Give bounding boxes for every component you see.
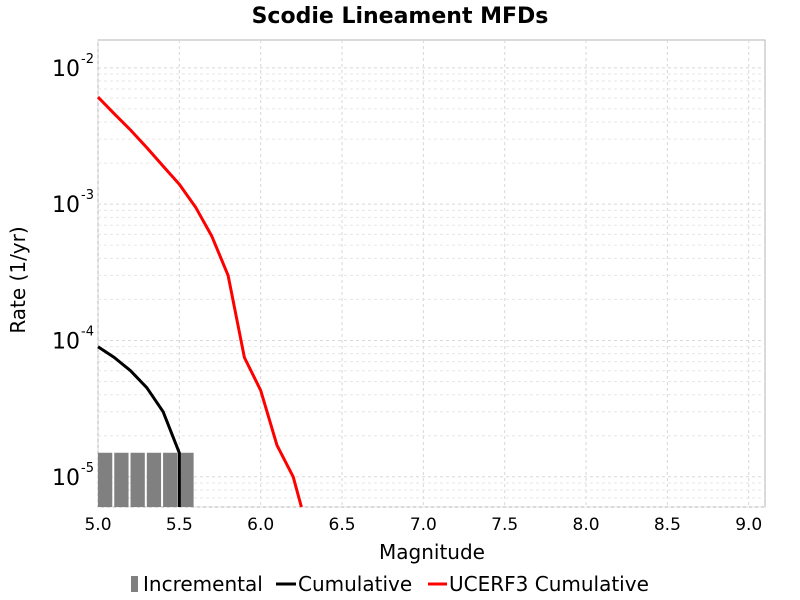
chart-title: Scodie Lineament MFDs	[252, 4, 549, 29]
y-axis-label: Rate (1/yr)	[6, 226, 30, 333]
x-tick-label: 7.0	[410, 515, 437, 535]
x-tick-label: 9.0	[735, 515, 762, 535]
y-tick-base: 10	[52, 57, 80, 82]
y-tick-label: 10 -2	[52, 52, 94, 82]
incremental-bar	[130, 452, 145, 507]
ucerf3-cumulative-line	[96, 96, 303, 508]
x-tick-label: 8.0	[573, 515, 600, 535]
y-tick-base: 10	[52, 329, 80, 354]
x-tick-label: 5.5	[166, 515, 193, 535]
incremental-bar	[163, 452, 178, 507]
x-axis-label: Magnitude	[379, 540, 485, 564]
y-tick-exponent: -5	[81, 461, 94, 476]
y-tick-label: 10 -4	[52, 324, 94, 354]
x-axis-ticks: 5.0 5.5 6.0 6.5 7.0 7.5 8.0 8.5 9.0	[84, 515, 762, 535]
x-tick-label: 6.5	[329, 515, 356, 535]
y-tick-exponent: -4	[81, 324, 94, 339]
cumulative-line	[97, 345, 181, 507]
legend-label-ucerf3-cumulative: UCERF3 Cumulative	[449, 572, 649, 596]
legend-swatch-incremental	[131, 576, 138, 592]
incremental-bar	[146, 452, 162, 507]
incremental-bar	[98, 452, 113, 507]
y-axis-ticks: 10-510-410-310-2	[52, 52, 94, 491]
y-tick-exponent: -3	[81, 188, 94, 203]
series-lines	[96, 96, 303, 508]
x-tick-label: 7.5	[491, 515, 518, 535]
plot-area	[97, 39, 766, 508]
x-tick-label: 6.0	[247, 515, 274, 535]
legend: Incremental Cumulative UCERF3 Cumulative	[131, 572, 649, 596]
y-tick-label: 10 -5	[52, 461, 94, 491]
incremental-bar	[179, 452, 194, 507]
y-tick-base: 10	[52, 193, 80, 218]
incremental-bars	[98, 452, 194, 507]
incremental-bar	[114, 452, 129, 507]
y-tick-exponent: -2	[81, 52, 94, 67]
y-tick-label: 10 -3	[52, 188, 94, 218]
x-tick-label: 5.0	[84, 515, 111, 535]
y-tick-base: 10	[52, 466, 80, 491]
legend-label-incremental: Incremental	[143, 572, 263, 596]
legend-label-cumulative: Cumulative	[298, 572, 412, 596]
x-tick-label: 8.5	[654, 515, 681, 535]
